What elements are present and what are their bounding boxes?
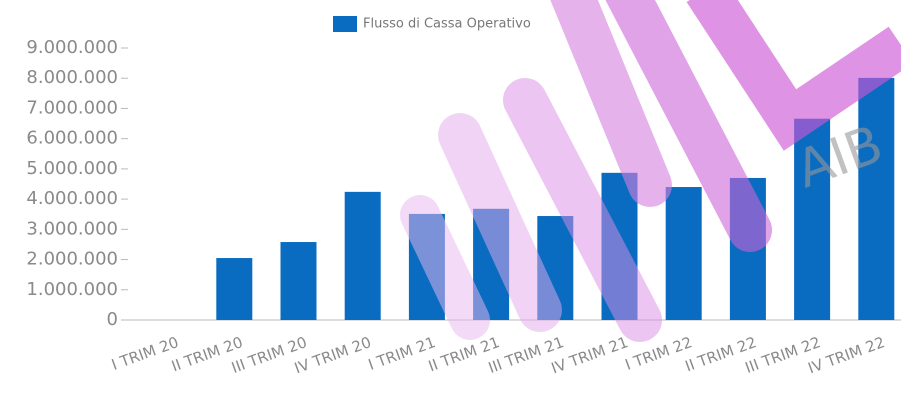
bar [537, 216, 573, 320]
watermark-stroke [570, 0, 650, 185]
legend-label: Flusso di Cassa Operativo [363, 17, 531, 32]
bar [794, 119, 830, 320]
y-tick-label: 0 [107, 309, 118, 330]
y-tick-label: 4.000.000 [26, 188, 118, 209]
bar [602, 173, 638, 320]
bar [281, 242, 317, 320]
y-tick-label: 2.000.000 [26, 249, 118, 270]
bar [345, 192, 381, 320]
bar [858, 78, 894, 320]
y-tick-label: 6.000.000 [26, 128, 118, 149]
y-tick-label: 8.000.000 [26, 67, 118, 88]
bar [666, 187, 702, 320]
y-tick-label: 9.000.000 [26, 37, 118, 58]
y-tick-label: 3.000.000 [26, 218, 118, 239]
y-tick-label: 1.000.000 [26, 279, 118, 300]
chart: 0 1.000.000 2.000.000 3.000.000 4.000.000 5.0… [0, 0, 901, 400]
x-tick-label: I TRIM 22 [623, 333, 695, 374]
y-tick-label: 5.000.000 [26, 158, 118, 179]
bar [473, 209, 509, 320]
bar [730, 178, 766, 320]
bar [409, 214, 445, 320]
bar [216, 258, 252, 320]
x-tick-label: I TRIM 20 [109, 333, 181, 374]
x-tick-label: I TRIM 21 [366, 333, 438, 374]
legend-swatch [333, 16, 357, 32]
y-tick-label: 7.000.000 [26, 97, 118, 118]
